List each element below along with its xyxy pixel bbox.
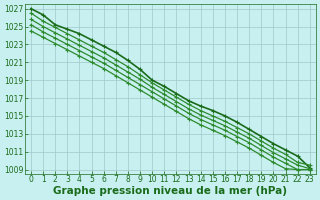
X-axis label: Graphe pression niveau de la mer (hPa): Graphe pression niveau de la mer (hPa) xyxy=(53,186,287,196)
